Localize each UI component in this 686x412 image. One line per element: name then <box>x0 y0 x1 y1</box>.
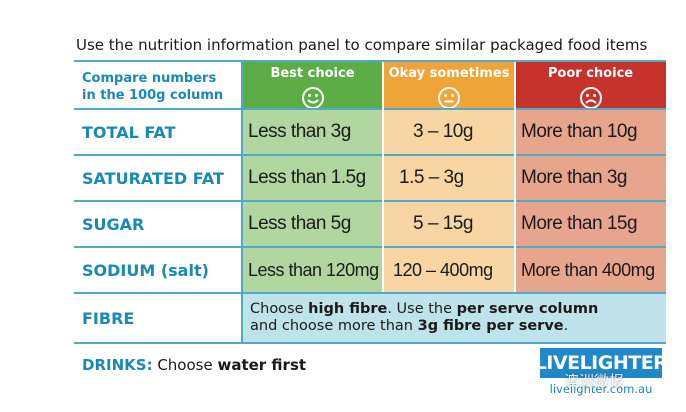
saturated-fat-poor: More than 3g <box>515 156 666 200</box>
neutral-face-icon <box>438 87 460 108</box>
compare-header-line2: in the 100g column <box>82 88 224 103</box>
row-label-sodium: SODIUM (salt) <box>74 248 242 292</box>
fibre-advice-line1: Choose high fibre. Use the per serve col… <box>250 301 666 318</box>
best-choice-header: Best choice <box>242 62 383 108</box>
compare-header: Compare numbers in the 100g column <box>74 62 242 108</box>
row-label-total-fat: TOTAL FAT <box>74 110 242 154</box>
fibre-text-1: Choose <box>250 301 309 317</box>
row-rule <box>74 342 666 344</box>
fibre-text-3g: 3g fibre per serve <box>417 318 564 334</box>
livelighter-logo: LIVELIGHTER livelighter.com.au <box>535 348 668 404</box>
logo-url: livelighter.com.au <box>549 382 653 396</box>
compare-header-line1: Compare numbers <box>82 71 217 86</box>
saturated-fat-best: Less than 1.5g <box>242 156 383 200</box>
fibre-text-7: . <box>563 318 569 334</box>
drinks-text-1: Choose <box>152 356 218 374</box>
row-rule <box>74 246 666 248</box>
sad-face-icon <box>579 87 602 108</box>
happy-face-icon <box>301 87 324 108</box>
fibre-text-5: and choose more than <box>250 318 418 334</box>
fibre-text-3: . Use the <box>387 301 457 317</box>
row-label-saturated-fat: SATURATED FAT <box>74 156 242 200</box>
fibre-advice: Choose high fibre. Use the per serve col… <box>242 294 666 342</box>
sugar-poor: More than 15g <box>515 202 666 246</box>
total-fat-poor: More than 10g <box>515 110 666 154</box>
fibre-advice-line2: and choose more than 3g fibre per serve. <box>250 318 666 335</box>
logo-brand: LIVELIGHTER <box>534 352 668 374</box>
logo-brand-box: LIVELIGHTER <box>535 348 668 378</box>
okay-sometimes-label: Okay sometimes <box>388 66 510 81</box>
fibre-text-high-fibre: high fibre <box>308 301 388 317</box>
saturated-fat-okay: 1.5 – 3g <box>383 156 515 200</box>
total-fat-best: Less than 3g <box>242 110 383 154</box>
best-choice-label: Best choice <box>270 66 355 81</box>
row-rule <box>74 200 666 202</box>
row-rule <box>74 154 666 156</box>
total-fat-okay: 3 – 10g <box>383 110 515 154</box>
intro-text: Use the nutrition information panel to c… <box>76 36 648 54</box>
sugar-okay: 5 – 15g <box>383 202 515 246</box>
column-rule <box>514 62 516 292</box>
row-label-sugar: SUGAR <box>74 202 242 246</box>
column-rule <box>241 62 243 342</box>
sodium-okay: 120 – 400mg <box>383 248 515 292</box>
poor-choice-label: Poor choice <box>547 66 634 81</box>
fibre-text-per-serve: per serve column <box>456 301 599 317</box>
sodium-best: Less than 120mg <box>242 248 383 292</box>
okay-sometimes-header: Okay sometimes <box>383 62 515 108</box>
sodium-poor: More than 400mg <box>515 248 666 292</box>
nutrition-comparison-table: Compare numbers in the 100g column Best … <box>74 60 666 344</box>
drinks-text-water: water first <box>217 356 307 374</box>
drinks-advice: DRINKS: Choose water first <box>82 356 306 374</box>
drinks-label: DRINKS: <box>82 356 153 374</box>
row-label-fibre: FIBRE <box>74 294 242 342</box>
row-rule <box>74 108 666 110</box>
sugar-best: Less than 5g <box>242 202 383 246</box>
watermark: 澳洲微报 <box>564 372 625 390</box>
poor-choice-header: Poor choice <box>515 62 666 108</box>
column-rule <box>382 62 384 292</box>
row-rule <box>74 292 666 294</box>
